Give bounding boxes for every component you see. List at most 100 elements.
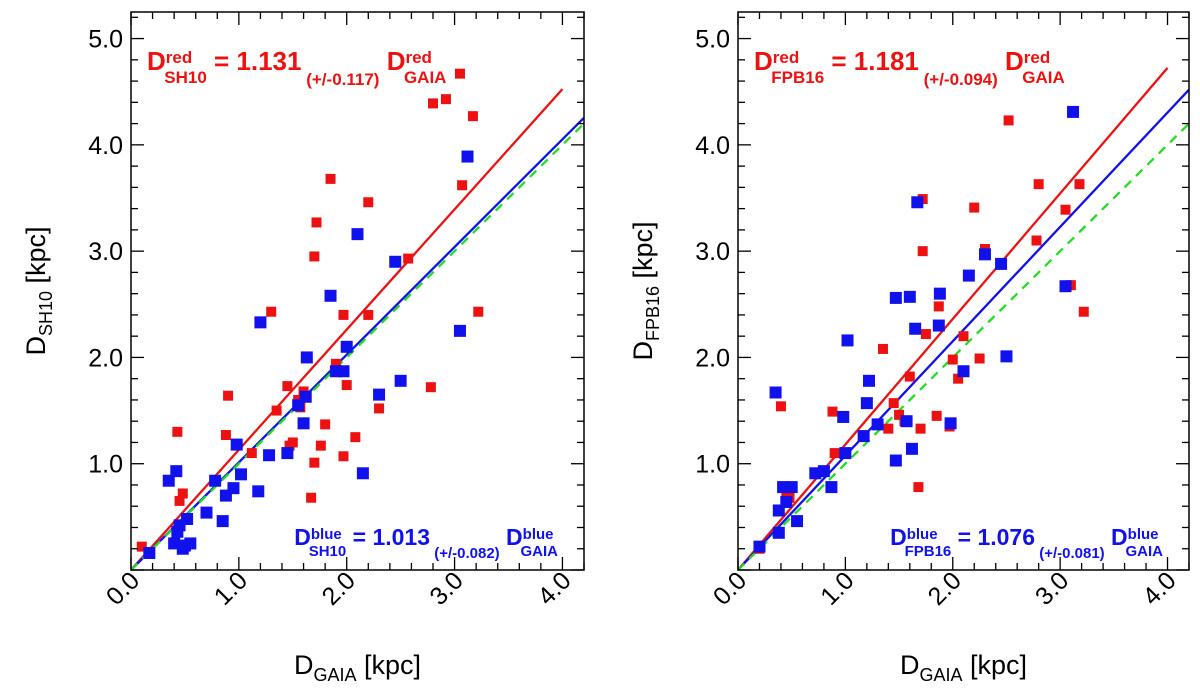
blue-point — [324, 289, 337, 302]
eq-slope: = 1.181 — [824, 46, 919, 76]
blue-point — [299, 390, 312, 403]
red-point — [920, 329, 931, 340]
blue-point — [263, 449, 276, 462]
blue-point — [769, 386, 782, 399]
tick-marks — [130, 12, 585, 571]
x-axis-title-unit: [kpc] — [962, 650, 1027, 680]
eq-lhs-sub: FPB16 — [771, 68, 824, 87]
plot-frame — [130, 11, 585, 571]
red-point — [287, 437, 298, 448]
red-point — [958, 331, 969, 342]
blue-point — [209, 474, 222, 487]
blue-point — [791, 515, 804, 528]
red-point — [888, 398, 899, 409]
eq-rhs-main: D — [500, 524, 523, 550]
blue-point — [860, 397, 873, 410]
blue-point — [461, 150, 474, 163]
eq-rhs-main: D — [1105, 524, 1128, 550]
x-axis-title-main: D — [900, 650, 920, 680]
blue-point — [1000, 350, 1013, 363]
red-point — [309, 251, 320, 262]
red-fit-line — [131, 88, 564, 570]
blue-point — [933, 287, 946, 300]
y-tick-label: 4.0 — [88, 132, 123, 160]
y-tick-label: 5.0 — [695, 26, 730, 54]
red-point — [1003, 115, 1014, 126]
blue-point — [780, 495, 793, 508]
blue-point — [230, 438, 243, 451]
blue-point — [889, 291, 902, 304]
red-point — [953, 373, 964, 384]
blue-point — [772, 504, 785, 517]
red-point — [177, 488, 188, 499]
blue-point — [825, 481, 838, 494]
blue-point — [254, 316, 267, 329]
x-axis-title-sub: GAIA — [919, 665, 962, 685]
red-point — [428, 98, 438, 109]
red-point — [315, 440, 326, 451]
blue-point — [817, 465, 830, 478]
blue-fit-line — [738, 88, 1189, 570]
red-point — [425, 382, 436, 393]
eq-error: (+/-0.094) — [924, 70, 998, 89]
red-point — [1078, 306, 1089, 317]
red-point — [325, 173, 336, 184]
x-tick-label: 0.0 — [708, 566, 752, 610]
blue-point — [785, 481, 798, 494]
red-point — [913, 482, 924, 493]
blue-point — [978, 248, 991, 261]
blue-point — [337, 365, 350, 378]
y-axis-title: DFPB16 [kpc] — [628, 221, 663, 360]
red-point — [136, 541, 147, 552]
x-tick-label: 1.0 — [209, 566, 253, 610]
x-axis-title: DGAIA [kpc] — [294, 650, 421, 685]
red-point — [309, 457, 320, 468]
series-blue — [753, 105, 1080, 553]
blue-point — [863, 374, 876, 387]
red-point — [440, 94, 451, 105]
eq-rhs-sub: GAIA — [1126, 543, 1164, 560]
blue-point — [839, 447, 852, 460]
equation-red: Dred FPB16 = 1.181 (+/-0.094) Dred GAIA — [754, 46, 1065, 89]
x-tick-label: 2.0 — [923, 566, 967, 610]
series-red — [136, 68, 484, 552]
red-point — [917, 246, 928, 257]
red-point — [931, 410, 942, 421]
equation-blue: Dblue SH10 = 1.013 (+/-0.082) Dblue GAIA — [294, 524, 558, 562]
red-point — [282, 381, 293, 392]
x-tick-label: 0.0 — [101, 566, 145, 610]
red-point — [827, 406, 838, 417]
series-red — [754, 115, 1089, 554]
eq-rhs-sub: GAIA — [404, 68, 447, 87]
eq-error: (+/-0.117) — [306, 70, 379, 89]
one-to-one-line — [131, 122, 584, 570]
blue-point — [909, 322, 922, 335]
y-tick-label: 3.0 — [695, 238, 730, 266]
y-tick-label: 3.0 — [88, 238, 123, 266]
x-tick-label: 3.0 — [1030, 566, 1074, 610]
eq-error: (+/-0.082) — [434, 545, 499, 562]
eq-rhs-sup: red — [1024, 48, 1050, 67]
y-axis-title-main: D — [21, 336, 51, 356]
eq-slope: = 1.076 — [951, 524, 1035, 550]
red-point — [311, 217, 322, 228]
red-point — [223, 390, 234, 401]
y-axis-title-sub: SH10 — [36, 291, 56, 336]
blue-point — [911, 196, 924, 209]
y-tick-label: 2.0 — [695, 344, 730, 372]
x-axis-title-sub: GAIA — [313, 665, 356, 685]
x-tick-label: 1.0 — [815, 566, 859, 610]
blue-point — [837, 410, 850, 423]
red-point — [338, 309, 349, 320]
eq-rhs-main: D — [379, 46, 405, 76]
y-axis-title: DSH10 [kpc] — [21, 226, 56, 355]
blue-point — [252, 485, 265, 498]
red-point — [894, 409, 905, 420]
red-point — [904, 371, 915, 382]
blue-point — [356, 467, 369, 480]
blue-point — [235, 468, 248, 481]
y-tick-label: 4.0 — [695, 132, 730, 160]
red-point — [454, 68, 465, 79]
